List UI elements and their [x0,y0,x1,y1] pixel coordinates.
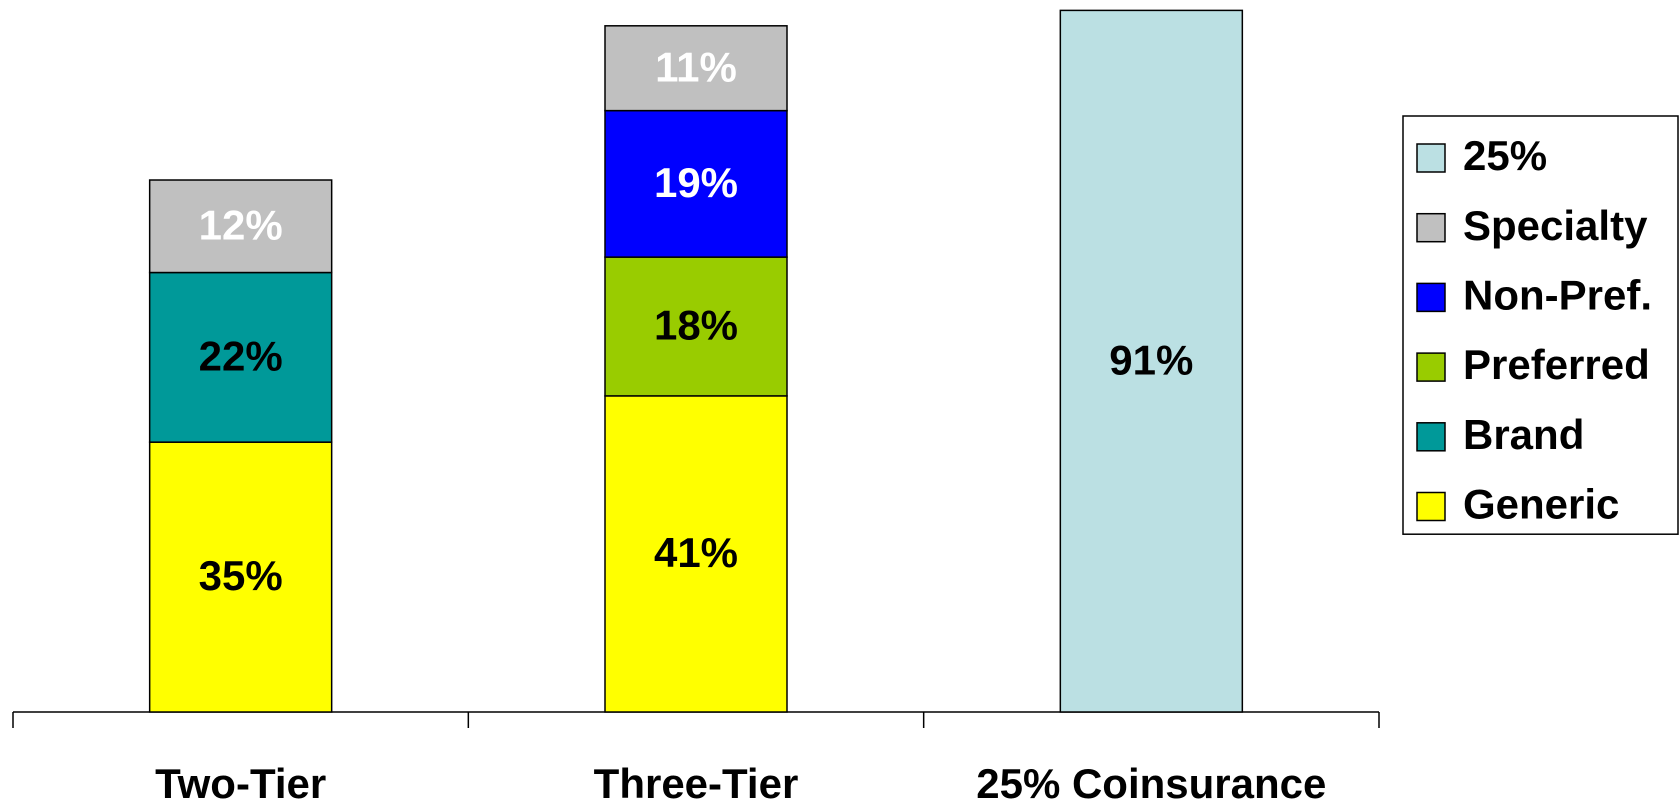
data-label: 19% [654,159,738,206]
legend-swatch [1416,143,1446,173]
legend-label: Generic [1463,481,1619,528]
legend-swatch [1416,352,1446,382]
bar-segment [148,271,333,443]
data-label: 35% [199,552,283,599]
data-label: 11% [655,43,737,90]
x-tick-label: Two-Tier [155,760,326,806]
legend-label: 25% [1463,132,1547,179]
data-label: 22% [199,332,283,379]
bar-segment [604,25,788,112]
legend-box [1402,115,1679,535]
bar-segment [148,179,333,274]
legend-swatch [1416,212,1446,243]
x-tick-label: Three-Tier [594,760,799,806]
legend-label: Specialty [1463,202,1648,249]
data-label: 41% [654,529,738,576]
bar-segment [148,441,333,713]
data-label: 18% [654,302,738,349]
legend-label: Preferred [1463,341,1650,388]
legend-swatch [1416,282,1446,313]
x-tick-label: 25% Coinsurance [976,760,1326,806]
data-label: 12% [199,201,283,248]
legend-swatch [1416,422,1446,452]
bar-segment [1059,9,1244,713]
legend-label: Non-Pref. [1463,271,1652,318]
legend-swatch [1416,491,1446,522]
legend-label: Brand [1463,411,1584,458]
data-label: 91% [1109,336,1193,383]
